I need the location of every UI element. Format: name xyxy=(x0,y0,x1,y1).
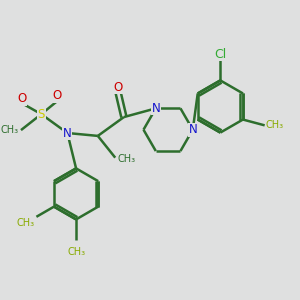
Text: O: O xyxy=(17,92,26,105)
Text: O: O xyxy=(52,89,62,102)
Text: Cl: Cl xyxy=(214,48,226,61)
Text: N: N xyxy=(63,127,72,140)
Text: S: S xyxy=(38,108,45,121)
Text: N: N xyxy=(152,102,160,115)
Text: N: N xyxy=(188,123,197,136)
Text: CH₃: CH₃ xyxy=(1,125,19,135)
Text: CH₃: CH₃ xyxy=(67,247,85,257)
Text: CH₃: CH₃ xyxy=(17,218,35,228)
Text: O: O xyxy=(113,81,123,94)
Text: CH₃: CH₃ xyxy=(266,120,284,130)
Text: CH₃: CH₃ xyxy=(117,154,135,164)
